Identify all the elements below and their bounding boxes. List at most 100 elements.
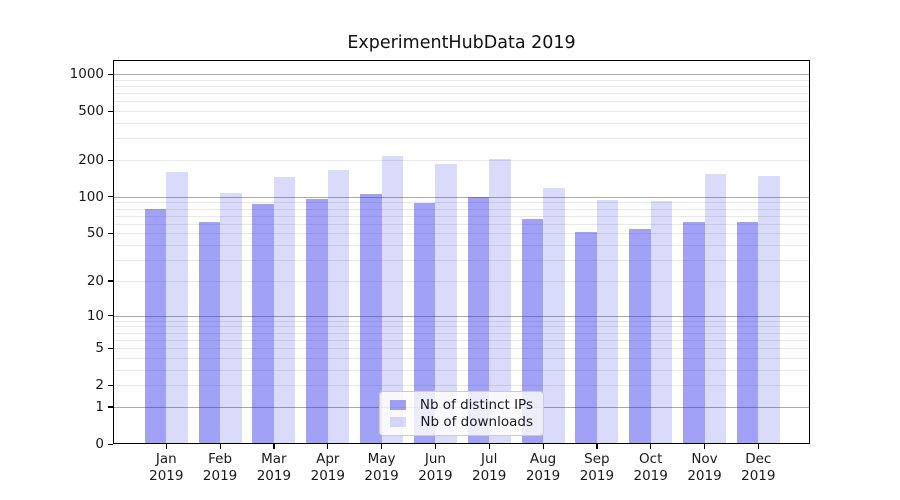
x-tick-label-mar: Mar 2019 <box>246 451 302 485</box>
chart-title: ExperimentHubData 2019 <box>347 33 576 53</box>
x-tick-label-jan: Jan 2019 <box>138 451 194 485</box>
x-label-year: 2019 <box>579 468 615 484</box>
y-tick-200 <box>108 159 113 161</box>
y-tick-0 <box>108 443 113 445</box>
bar-distinct-ips-jan <box>144 208 167 444</box>
x-label-year: 2019 <box>633 468 668 484</box>
x-label-month: Oct <box>639 451 663 467</box>
y-tick-label-50: 50 <box>86 225 104 242</box>
bar-downloads-feb <box>220 193 242 444</box>
x-label-month: Jul <box>481 451 498 467</box>
x-tick-label-jul: Jul 2019 <box>461 451 517 485</box>
gridline-minor-90 <box>113 202 810 204</box>
gridline-minor-500 <box>113 111 810 113</box>
bar-downloads-oct <box>650 200 673 444</box>
gridline-major-10 <box>113 315 810 317</box>
gridline-minor-60 <box>113 223 810 225</box>
x-label-month: Sep <box>584 451 610 467</box>
legend-swatch-downloads <box>390 417 407 428</box>
gridline-minor-80 <box>113 208 810 210</box>
x-tick-jun <box>434 444 437 449</box>
bar-distinct-ips-sep <box>575 232 597 444</box>
bar-distinct-ips-jun <box>413 203 436 444</box>
bar-downloads-may <box>381 156 404 444</box>
gridline-minor-70 <box>113 215 810 217</box>
y-tick-100 <box>108 196 113 198</box>
x-label-month: Nov <box>691 451 718 467</box>
y-tick-10 <box>108 315 113 317</box>
gridline-minor-6 <box>113 339 810 341</box>
bar-downloads-sep <box>596 199 619 444</box>
gridline-minor-2 <box>113 385 810 387</box>
legend-swatch-distinct-ips <box>390 399 406 410</box>
x-tick-label-sep: Sep 2019 <box>569 451 625 485</box>
bar-downloads-dec <box>758 175 780 444</box>
x-label-year: 2019 <box>310 468 345 484</box>
x-label-year: 2019 <box>256 468 292 484</box>
gridline-minor-40 <box>113 245 810 247</box>
x-tick-label-may: May 2019 <box>354 451 410 485</box>
x-label-month: Mar <box>261 451 287 467</box>
x-tick-may <box>381 444 383 449</box>
y-tick-label-10: 10 <box>86 307 104 324</box>
gridline-minor-30 <box>113 260 810 262</box>
bar-distinct-ips-may <box>360 193 382 444</box>
x-tick-label-aug: Aug 2019 <box>515 451 571 485</box>
gridline-minor-400 <box>113 123 810 124</box>
y-tick-label-2: 2 <box>95 377 104 394</box>
y-tick-50 <box>108 232 113 235</box>
x-tick-sep <box>596 444 598 449</box>
x-tick-label-nov: Nov 2019 <box>677 451 733 485</box>
bar-downloads-aug <box>543 188 565 444</box>
legend: Nb of distinct IPs Nb of downloads <box>379 391 544 436</box>
x-label-month: May <box>367 451 396 467</box>
x-label-month: Feb <box>208 451 233 467</box>
y-tick-label-0: 0 <box>95 436 104 452</box>
y-tick-label-500: 500 <box>78 103 104 120</box>
bar-distinct-ips-oct <box>629 229 651 444</box>
gridline-minor-3 <box>113 369 810 371</box>
gridline-major-100 <box>113 196 810 198</box>
gridline-minor-8 <box>113 326 810 328</box>
x-tick-label-jun: Jun 2019 <box>407 451 463 485</box>
x-label-year: 2019 <box>741 468 776 484</box>
y-tick-1 <box>108 406 113 408</box>
x-tick-label-dec: Dec 2019 <box>730 451 786 485</box>
x-label-month: Apr <box>316 451 340 467</box>
x-tick-apr <box>327 444 329 449</box>
y-tick-1000 <box>108 73 113 75</box>
bar-downloads-jun <box>435 164 457 444</box>
legend-row-downloads: Nb of downloads <box>390 414 533 430</box>
gridline-minor-50 <box>113 233 810 235</box>
bar-distinct-ips-mar <box>252 204 274 444</box>
x-tick-oct <box>650 444 652 449</box>
gridline-minor-7 <box>113 332 810 334</box>
y-tick-20 <box>108 280 113 282</box>
bar-distinct-ips-dec <box>736 222 759 444</box>
x-label-year: 2019 <box>364 468 399 484</box>
bar-distinct-ips-aug <box>521 218 543 444</box>
x-tick-label-feb: Feb 2019 <box>192 451 248 485</box>
y-tick-2 <box>108 384 113 386</box>
gridline-minor-20 <box>113 280 810 282</box>
bar-distinct-ips-nov <box>683 222 705 444</box>
x-tick-feb <box>219 444 221 449</box>
y-tick-500 <box>108 110 113 112</box>
bar-downloads-jan <box>166 171 188 444</box>
bar-downloads-mar <box>273 177 296 444</box>
legend-label-distinct-ips: Nb of distinct IPs <box>419 396 533 413</box>
y-tick-label-20: 20 <box>86 272 104 289</box>
x-tick-label-apr: Apr 2019 <box>300 451 356 485</box>
x-label-month: Jun <box>424 451 446 467</box>
gridline-minor-200 <box>113 160 810 161</box>
gridline-minor-5 <box>113 348 810 349</box>
gridline-minor-9 <box>113 320 810 322</box>
gridline-minor-600 <box>113 101 810 103</box>
x-label-year: 2019 <box>149 468 184 484</box>
x-label-year: 2019 <box>472 468 507 484</box>
x-label-year: 2019 <box>202 468 238 484</box>
gridline-major-1000 <box>113 74 810 75</box>
bar-downloads-jul <box>489 159 511 444</box>
y-tick-label-200: 200 <box>78 152 104 168</box>
x-tick-nov <box>704 444 706 449</box>
